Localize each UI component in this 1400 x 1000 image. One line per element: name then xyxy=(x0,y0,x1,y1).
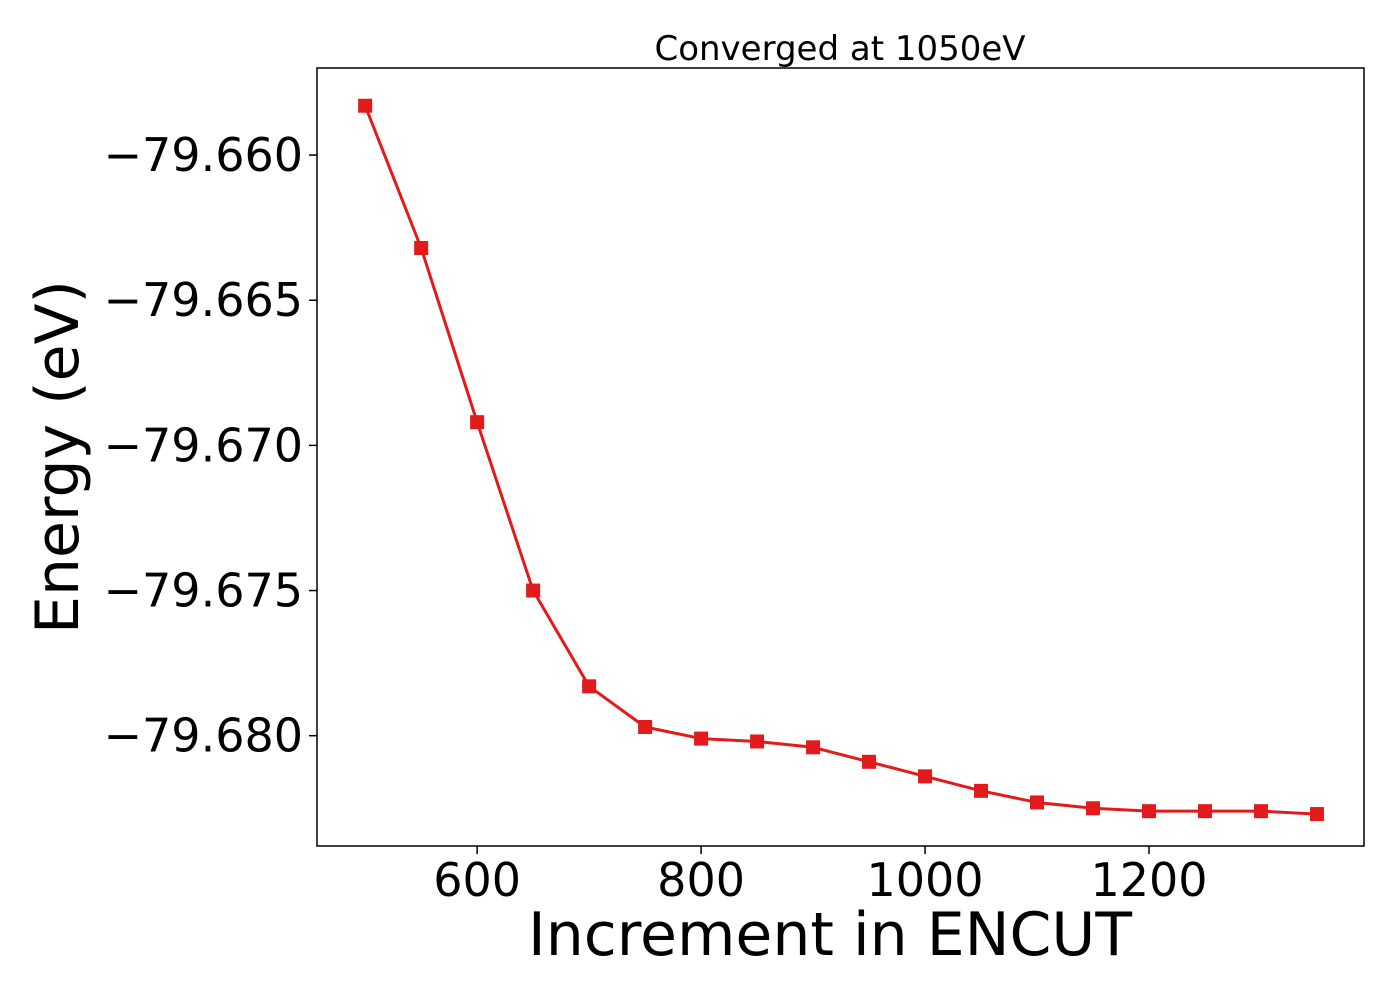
series-layer xyxy=(358,98,1324,822)
data-point-marker xyxy=(1142,804,1157,819)
data-point-marker xyxy=(1030,795,1045,810)
plot-area-frame xyxy=(316,67,1365,847)
y-axis-label: Energy (eV) xyxy=(23,280,93,634)
data-point-marker xyxy=(638,719,653,734)
data-point-marker xyxy=(414,240,429,255)
data-point-marker xyxy=(862,754,877,769)
data-point-marker xyxy=(526,583,541,598)
chart-title: Converged at 1050eV xyxy=(654,29,1025,69)
data-point-marker xyxy=(974,783,989,798)
series-line xyxy=(363,105,1318,816)
x-tick-label: 800 xyxy=(657,853,745,907)
data-point-marker xyxy=(1253,804,1268,819)
y-tick-label: −79.680 xyxy=(104,709,304,763)
y-tick-label: −79.670 xyxy=(104,418,304,472)
data-point-marker xyxy=(470,415,485,430)
data-point-marker xyxy=(1197,804,1212,819)
y-tick-label: −79.665 xyxy=(104,273,304,327)
x-tick-label: 1200 xyxy=(1090,853,1207,907)
x-tick-label: 600 xyxy=(433,853,521,907)
y-axis-ticks: −79.660 −79.665 −79.670 −79.675 −79.680 xyxy=(104,128,317,763)
data-point-marker xyxy=(694,731,709,746)
data-point-marker xyxy=(1086,801,1101,816)
y-tick-label: −79.660 xyxy=(104,128,304,182)
data-point-marker xyxy=(358,98,373,113)
data-point-marker xyxy=(1309,807,1324,822)
x-axis-label: Increment in ENCUT xyxy=(528,900,1132,970)
x-tick-label: 1000 xyxy=(867,853,984,907)
y-tick-label: −79.675 xyxy=(104,564,304,618)
data-point-marker xyxy=(918,769,933,784)
data-point-marker xyxy=(750,734,765,749)
data-point-marker xyxy=(582,679,597,694)
x-axis-ticks: 600 800 1000 1200 xyxy=(433,846,1208,907)
data-point-marker xyxy=(806,740,821,755)
